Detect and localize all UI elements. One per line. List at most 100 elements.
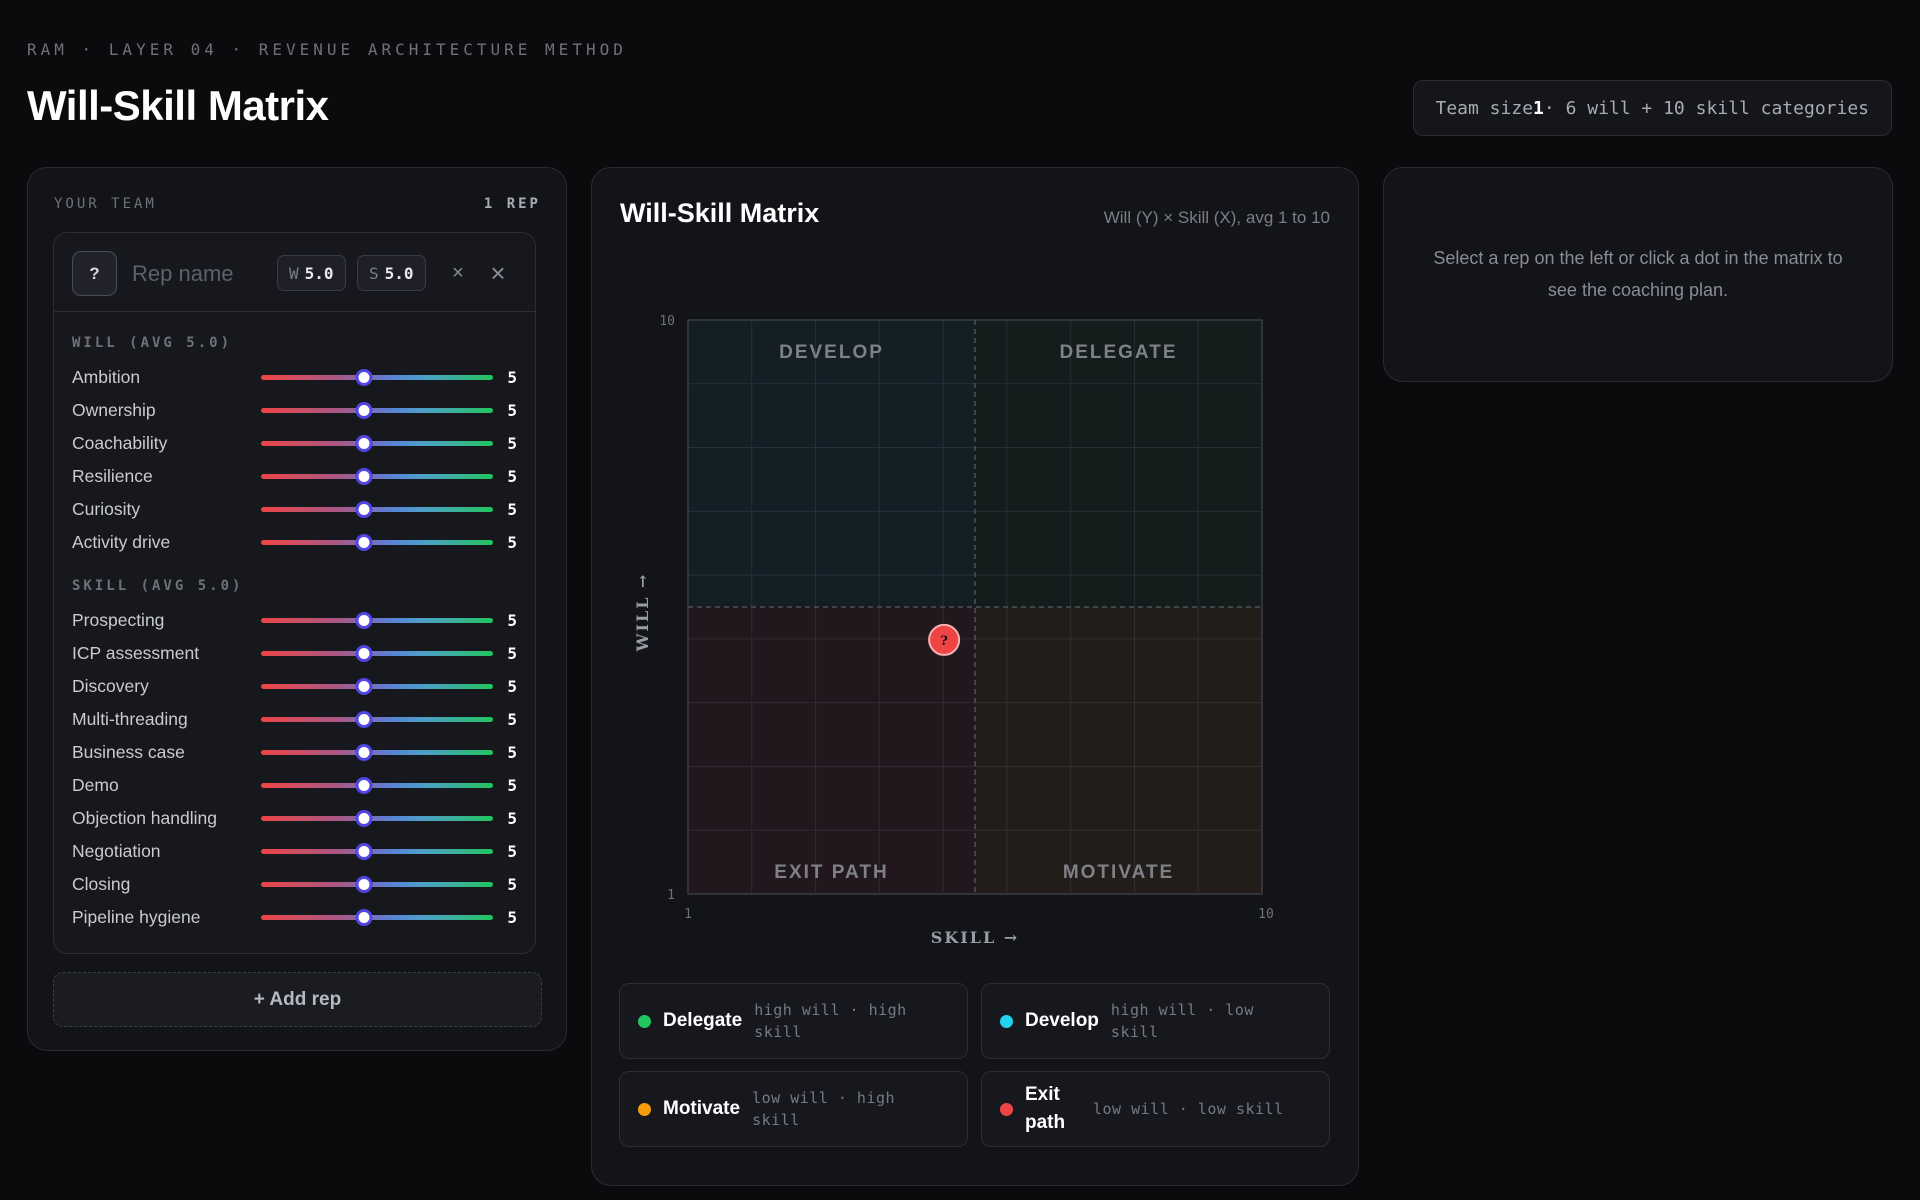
skill-label-objection-handling: Objection handling: [72, 808, 217, 828]
skill-label-multi-threading: Multi-threading: [72, 709, 188, 729]
will-slider-ambition[interactable]: [261, 369, 493, 386]
skill-slider-prospecting[interactable]: [261, 612, 493, 629]
team-size-value: 1: [1533, 97, 1544, 119]
will-value-coachability: 5: [507, 434, 517, 453]
matrix-points: ?: [928, 623, 961, 656]
legend-name: Motivate: [663, 1098, 741, 1120]
skill-slider-business-case[interactable]: [261, 744, 493, 761]
skill-row: Business case 5: [72, 736, 517, 769]
slider-thumb[interactable]: [355, 501, 373, 518]
slider-thumb[interactable]: [355, 534, 373, 551]
matrix-panel: Will-Skill Matrix Will (Y) × Skill (X), …: [591, 167, 1359, 1186]
slider-thumb[interactable]: [355, 810, 373, 827]
x-tick-label: 10: [1258, 907, 1274, 922]
skill-row: Prospecting 5: [72, 604, 517, 637]
slider-thumb[interactable]: [355, 711, 373, 728]
skill-slider-negotiation[interactable]: [261, 843, 493, 860]
team-summary: Team size 1 · 6 will + 10 skill categori…: [1412, 80, 1892, 136]
skill-label-closing: Closing: [72, 874, 131, 894]
rep-card-header: ? W 5.0 S 5.0 × ×: [54, 233, 535, 312]
quadrant-develop: [688, 320, 975, 607]
skill-sliders: Prospecting 5 ICP assessment 5 Discovery 5 Mul…: [72, 604, 517, 934]
coaching-plan-empty-text: Select a rep on the left or click a dot …: [1433, 248, 1843, 300]
rep-point[interactable]: ?: [928, 623, 961, 656]
will-section-label: WILL (AVG 5.0): [72, 335, 233, 351]
slider-thumb[interactable]: [355, 876, 373, 893]
team-panel: YOUR TEAM 1 REP ? W 5.0 S 5.0 × × WILL (…: [27, 167, 567, 1051]
skill-slider-demo[interactable]: [261, 777, 493, 794]
legend-desc: high will · low skill: [1110, 1000, 1254, 1042]
skill-slider-discovery[interactable]: [261, 678, 493, 695]
skill-slider-multi-threading[interactable]: [261, 711, 493, 728]
team-size-label: Team size: [1435, 97, 1534, 119]
quadrant-label-develop: DEVELOP: [779, 342, 884, 363]
will-row: Coachability 5: [72, 427, 517, 460]
slider-thumb[interactable]: [355, 468, 373, 485]
slider-thumb[interactable]: [355, 369, 373, 386]
skill-value-prospecting: 5: [507, 611, 517, 630]
quadrant-exit-path: [688, 607, 975, 894]
legend-desc: low will · low skill: [1093, 1099, 1284, 1118]
skill-avg-key: S: [369, 263, 379, 283]
matrix-quadrants: [687, 319, 1263, 895]
will-slider-activity-drive[interactable]: [261, 534, 493, 551]
skill-label-negotiation: Negotiation: [72, 841, 161, 861]
skill-avg-value: 5.0: [384, 263, 414, 283]
legend-item-motivate: Motivate low will · high skill: [619, 1071, 968, 1147]
quadrant-label-delegate: DELEGATE: [1059, 342, 1177, 363]
slider-thumb[interactable]: [355, 612, 373, 629]
slider-thumb[interactable]: [355, 777, 373, 794]
will-row: Ambition 5: [72, 361, 517, 394]
skill-slider-objection-handling[interactable]: [261, 810, 493, 827]
slider-thumb[interactable]: [355, 402, 373, 419]
team-heading: YOUR TEAM: [54, 196, 157, 212]
quadrant-delegate: [975, 320, 1262, 607]
remove-rep-icon[interactable]: ×: [452, 261, 464, 284]
skill-label-icp-assessment: ICP assessment: [72, 643, 200, 663]
matrix-title: Will-Skill Matrix: [620, 198, 820, 228]
will-avg-value: 5.0: [304, 263, 334, 283]
slider-thumb[interactable]: [355, 645, 373, 662]
skill-slider-pipeline-hygiene[interactable]: [261, 909, 493, 926]
slider-thumb[interactable]: [355, 843, 373, 860]
legend-desc: high will · high skill: [754, 1000, 907, 1042]
slider-thumb[interactable]: [355, 909, 373, 926]
will-row: Activity drive 5: [72, 526, 517, 559]
skill-label-demo: Demo: [72, 775, 119, 795]
skill-slider-icp-assessment[interactable]: [261, 645, 493, 662]
will-slider-ownership[interactable]: [261, 402, 493, 419]
will-slider-curiosity[interactable]: [261, 501, 493, 518]
will-slider-resilience[interactable]: [261, 468, 493, 485]
skill-row: Closing 5: [72, 868, 517, 901]
rep-name-input[interactable]: [132, 261, 272, 287]
will-label-ambition: Ambition: [72, 367, 141, 387]
will-label-ownership: Ownership: [72, 400, 156, 420]
will-value-ambition: 5: [507, 368, 517, 387]
close-icon[interactable]: ×: [490, 257, 506, 288]
will-label-curiosity: Curiosity: [72, 499, 141, 519]
skill-row: Discovery 5: [72, 670, 517, 703]
will-avg-badge: W 5.0: [277, 255, 346, 291]
will-value-activity-drive: 5: [507, 533, 517, 552]
rep-count: 1 REP: [483, 196, 541, 212]
skill-avg-badge: S 5.0: [357, 255, 426, 291]
y-tick-label: 1: [667, 888, 675, 903]
will-slider-coachability[interactable]: [261, 435, 493, 452]
legend-dot: [638, 1014, 651, 1028]
slider-thumb[interactable]: [355, 744, 373, 761]
legend-dot: [1000, 1102, 1013, 1116]
rep-card[interactable]: ? W 5.0 S 5.0 × × WILL (AVG 5.0) Ambitio…: [53, 232, 536, 954]
slider-thumb[interactable]: [355, 435, 373, 452]
add-rep-button[interactable]: + Add rep: [53, 972, 542, 1027]
will-row: Resilience 5: [72, 460, 517, 493]
skill-label-business-case: Business case: [72, 742, 185, 762]
skill-label-pipeline-hygiene: Pipeline hygiene: [72, 907, 201, 927]
skill-value-icp-assessment: 5: [507, 644, 517, 663]
slider-thumb[interactable]: [355, 678, 373, 695]
avatar[interactable]: ?: [72, 251, 117, 296]
skill-row: Objection handling 5: [72, 802, 517, 835]
quadrant-motivate: [975, 607, 1262, 894]
legend-item-exit-path: Exit path low will · low skill: [981, 1071, 1330, 1147]
skill-slider-closing[interactable]: [261, 876, 493, 893]
skill-row: Pipeline hygiene 5: [72, 901, 517, 934]
